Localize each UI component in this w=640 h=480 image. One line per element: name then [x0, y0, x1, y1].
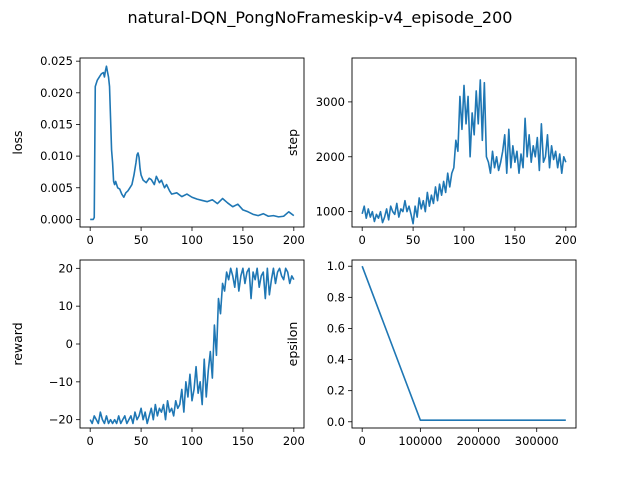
y-tick-label: 0.4: [327, 353, 345, 367]
y-tick-label: 0.010: [40, 149, 73, 163]
x-tick-label: 200: [283, 233, 305, 247]
y-tick-label: 10: [58, 299, 73, 313]
subplot-1: 0 50 100 150 200 0.000 0.005 0.010 0.015 0.020 0.0…: [10, 54, 305, 247]
y-tick-label: 0.0: [327, 415, 345, 429]
y-axis-label: step: [285, 129, 300, 156]
y-tick-label: 1000: [316, 205, 345, 219]
series-line-1: [89, 267, 295, 425]
y-tick-label: 0.2: [327, 384, 345, 398]
y-axis-label: reward: [10, 322, 25, 365]
x-tick-label: 50: [134, 233, 149, 247]
x-tick-label: 0: [359, 434, 366, 448]
x-tick-label: 50: [406, 233, 421, 247]
axes-frame: [351, 259, 577, 429]
x-tick-label: 200000: [457, 434, 501, 448]
y-tick-label: 2000: [316, 150, 345, 164]
x-tick-label: 300000: [515, 434, 559, 448]
x-tick-label: 50: [134, 434, 149, 448]
y-tick-label: 0.020: [40, 86, 73, 100]
x-tick-label: 200: [555, 233, 577, 247]
y-tick-label: 0.025: [40, 54, 73, 68]
x-tick-label: 200: [283, 434, 305, 448]
y-tick-label: 0: [66, 337, 73, 351]
x-tick-label: 100: [453, 233, 475, 247]
y-tick-label: 0.6: [327, 321, 345, 335]
y-axis-label: epsilon: [285, 322, 300, 367]
y-tick-label: −20: [49, 413, 73, 427]
y-tick-label: 0.000: [40, 212, 73, 226]
y-tick-label: −10: [49, 375, 73, 389]
y-tick-label: 20: [58, 261, 73, 275]
y-tick-label: 3000: [316, 95, 345, 109]
x-tick-label: 100: [181, 434, 203, 448]
x-tick-label: 100000: [398, 434, 442, 448]
y-tick-label: 1.0: [327, 259, 345, 273]
x-tick-label: 150: [504, 233, 526, 247]
subplot-3: 0 50 100 150 200 −20 −10 0 10 20 reward: [10, 259, 305, 448]
subplot-2: 0 50 100 150 200 1000 2000 3000 step: [285, 57, 577, 247]
y-tick-label: 0.015: [40, 117, 73, 131]
x-tick-label: 150: [232, 233, 254, 247]
series-line-1: [361, 265, 566, 422]
x-tick-label: 0: [87, 233, 94, 247]
y-tick-label: 0.005: [40, 181, 73, 195]
y-tick-label: 0.8: [327, 290, 345, 304]
x-tick-label: 0: [359, 233, 366, 247]
subplot-4: 0 100000 200000 300000 0.0 0.2 0.4 0.6 0.8 1.0 eps…: [285, 259, 577, 448]
x-tick-label: 0: [87, 434, 94, 448]
x-tick-label: 150: [232, 434, 254, 448]
series-line-1: [90, 65, 295, 221]
axes-frame: [79, 57, 305, 228]
series-line-1: [361, 79, 567, 225]
x-tick-label: 100: [181, 233, 203, 247]
y-axis-label: loss: [10, 130, 25, 154]
figure-title: natural-DQN_PongNoFrameskip-v4_episode_2…: [127, 8, 513, 27]
